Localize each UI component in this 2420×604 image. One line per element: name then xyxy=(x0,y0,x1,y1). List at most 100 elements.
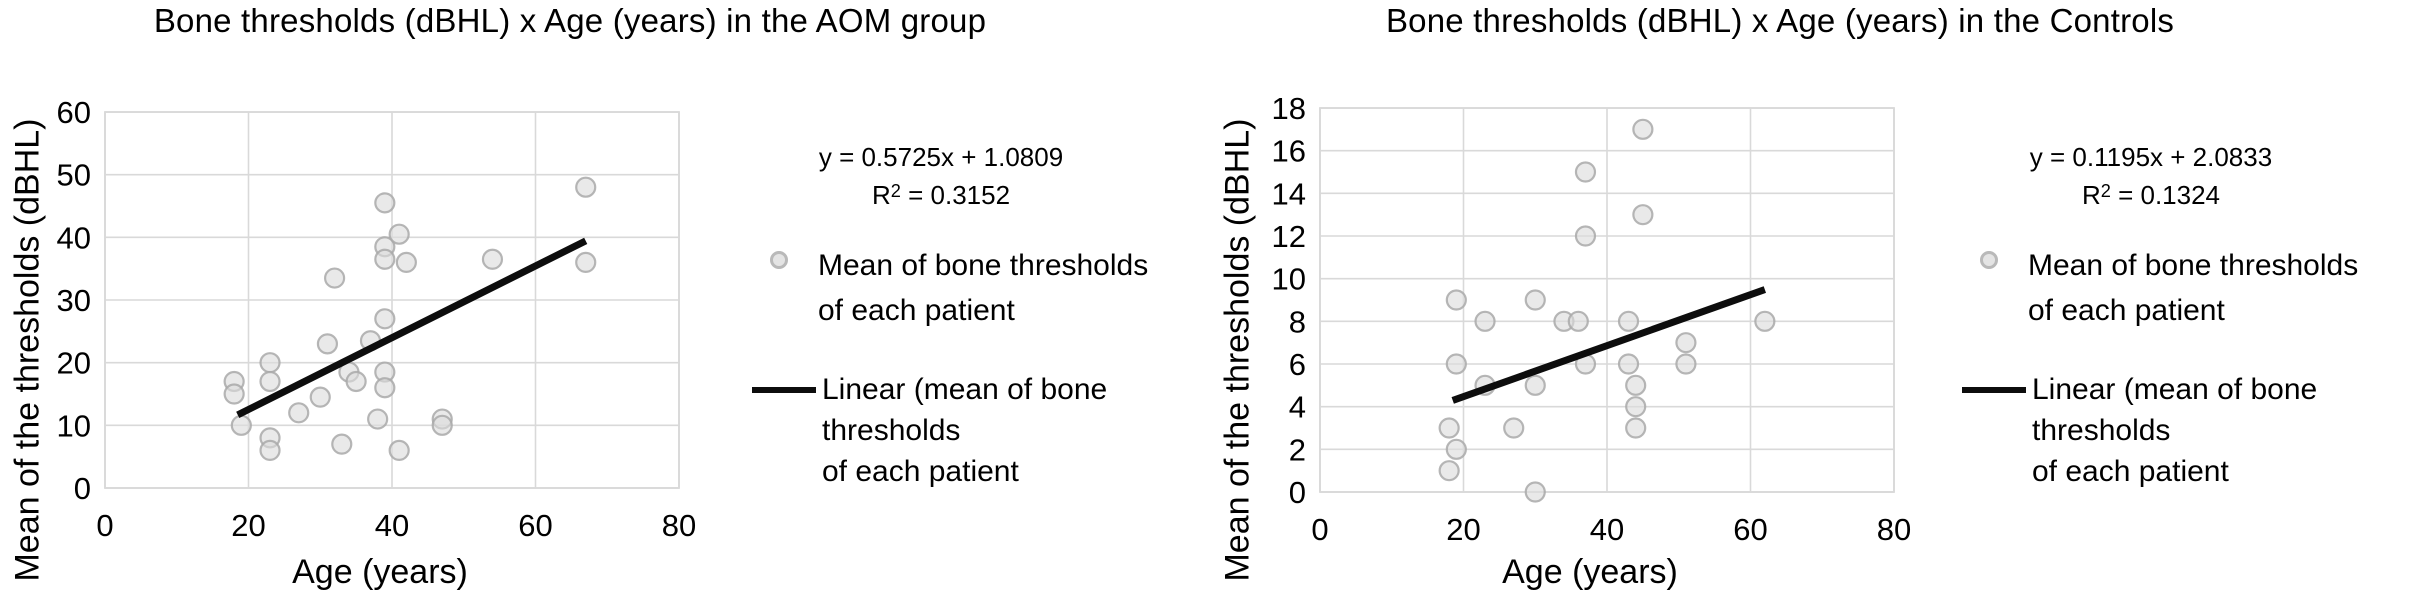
scatter-point xyxy=(367,408,389,430)
equation-text: y = 0.1195x + 2.0833 xyxy=(2029,142,2273,172)
legend-scatter-line2: of each patient xyxy=(2028,294,2225,327)
legend-linear-line1: Linear (mean of bone xyxy=(822,373,1108,406)
legend-scatter-label: Mean of bone thresholds of each patient xyxy=(2028,243,2358,333)
equation-text: y = 0.5725x + 1.0809 xyxy=(818,142,1064,172)
scatter-point xyxy=(374,308,396,330)
scatter-point xyxy=(1632,204,1654,226)
scatter-point xyxy=(1524,481,1546,503)
scatter-point xyxy=(1754,310,1776,332)
scatter-point xyxy=(1438,460,1460,482)
x-tick-label: 0 xyxy=(96,508,113,543)
superscript-two: 2 xyxy=(890,181,901,201)
y-tick-label: 40 xyxy=(57,220,91,255)
scatter-point xyxy=(374,248,396,270)
scatter-point xyxy=(316,333,339,355)
scatter-point xyxy=(1617,353,1640,375)
scatter-plot-controls: 0 2 4 6 8 10 12 14 16 18 0 20 40 60 80 xyxy=(1272,91,1912,547)
x-axis-title: Age (years) xyxy=(292,553,468,591)
legend-scatter-line2: of each patient xyxy=(818,294,1015,327)
y-tick-label: 10 xyxy=(1272,262,1306,297)
scatter-point xyxy=(345,370,367,393)
plot-border xyxy=(1319,107,1895,493)
scatter-point xyxy=(1503,417,1525,439)
scatter-point xyxy=(1617,310,1640,332)
trend-line xyxy=(236,237,588,418)
scatter-point xyxy=(259,370,281,393)
scatter-point xyxy=(1567,310,1589,332)
y-tick-label: 18 xyxy=(1272,91,1306,126)
scatter-point xyxy=(1675,332,1697,354)
scatter-point xyxy=(1445,438,1467,460)
x-tick-label: 20 xyxy=(231,508,265,543)
legend-scatter-line1: Mean of bone thresholds xyxy=(2028,249,2359,282)
scatter-point xyxy=(1524,289,1546,311)
scatter-point xyxy=(223,383,245,405)
y-tick-label: 4 xyxy=(1289,390,1306,425)
x-tick-label: 80 xyxy=(662,508,696,543)
y-tick-label: 12 xyxy=(1272,219,1306,254)
y-tick-label: 20 xyxy=(57,346,91,381)
scatter-point xyxy=(1625,417,1647,439)
scatter-point xyxy=(259,439,281,461)
r-squared-text: R2 = 0.3152 xyxy=(871,180,1011,210)
plot-border xyxy=(104,111,680,489)
scatter-point xyxy=(1524,374,1546,396)
superscript-two: 2 xyxy=(2100,181,2111,201)
legend-linear-line3: of each patient xyxy=(822,455,1019,488)
scatter-point xyxy=(331,433,353,455)
y-tick-label: 2 xyxy=(1289,432,1306,467)
y-tick-label: 60 xyxy=(57,95,91,130)
scatter-point xyxy=(309,386,331,408)
scatter-point xyxy=(1474,310,1496,332)
y-tick-label: 16 xyxy=(1272,134,1306,169)
x-axis-title: Age (years) xyxy=(1502,553,1678,591)
x-tick-label: 20 xyxy=(1446,512,1480,547)
r-squared-text: R2 = 0.1324 xyxy=(2081,180,2221,210)
scatter-plot-aom: 0 10 20 30 40 50 60 0 20 40 60 80 xyxy=(57,95,697,543)
y-tick-label: 8 xyxy=(1289,304,1306,339)
scatter-point xyxy=(1574,161,1597,183)
y-tick-label: 0 xyxy=(1289,475,1306,510)
legend-scatter-label: Mean of bone thresholds of each patient xyxy=(818,243,1148,333)
scatter-point xyxy=(1625,396,1647,418)
legend-entry-scatter: Mean of bone thresholds of each patient xyxy=(1972,243,2358,333)
x-tick-label: 80 xyxy=(1877,512,1911,547)
legend-linear-label: Linear (mean of bone thresholds of each … xyxy=(822,369,1107,492)
panel-controls: Bone thresholds (dBHL) x Age (years) in … xyxy=(1210,0,2420,604)
scatter-point xyxy=(374,192,396,214)
scatter-point xyxy=(395,251,417,273)
trend-line xyxy=(1451,286,1767,404)
scatter-point xyxy=(230,414,252,436)
chart-title: Bone thresholds (dBHL) x Age (years) in … xyxy=(153,2,987,39)
legend-linear-line2: thresholds xyxy=(2032,414,2171,447)
scatter-point xyxy=(481,248,504,270)
trendline-icon xyxy=(752,387,816,393)
scatter-point xyxy=(1445,353,1467,375)
x-tick-label: 40 xyxy=(375,508,409,543)
scatter-point xyxy=(388,439,410,461)
scatter-point xyxy=(575,251,597,273)
x-tick-label: 0 xyxy=(1311,512,1328,547)
legend-entry-linear: Linear (mean of bone thresholds of each … xyxy=(1962,369,2317,492)
trendline-equation: y = 0.1195x + 2.0833 R2 = 0.1324 xyxy=(2030,140,2272,212)
legend-scatter-line1: Mean of bone thresholds xyxy=(818,249,1149,282)
scatter-point xyxy=(324,267,346,289)
scatter-point xyxy=(1438,417,1460,439)
scatter-point xyxy=(374,377,396,399)
y-tick-label: 30 xyxy=(57,283,91,318)
scatter-point xyxy=(288,402,310,424)
trendline-icon xyxy=(1962,387,2026,393)
scatter-point xyxy=(388,223,410,245)
panel-aom-group: Bone thresholds (dBHL) x Age (years) in … xyxy=(9,2,1149,591)
scatter-point xyxy=(259,352,281,374)
trendline-equation: y = 0.5725x + 1.0809 R2 = 0.3152 xyxy=(819,140,1063,212)
legend-entry-linear: Linear (mean of bone thresholds of each … xyxy=(752,369,1107,492)
scatter-point xyxy=(1574,225,1597,247)
legend-linear-line1: Linear (mean of bone xyxy=(2032,373,2318,406)
x-tick-label: 60 xyxy=(518,508,552,543)
legend-linear-line2: thresholds xyxy=(822,414,961,447)
y-tick-label: 10 xyxy=(57,408,91,443)
scatter-point xyxy=(1632,118,1654,140)
scatter-point xyxy=(431,414,453,436)
